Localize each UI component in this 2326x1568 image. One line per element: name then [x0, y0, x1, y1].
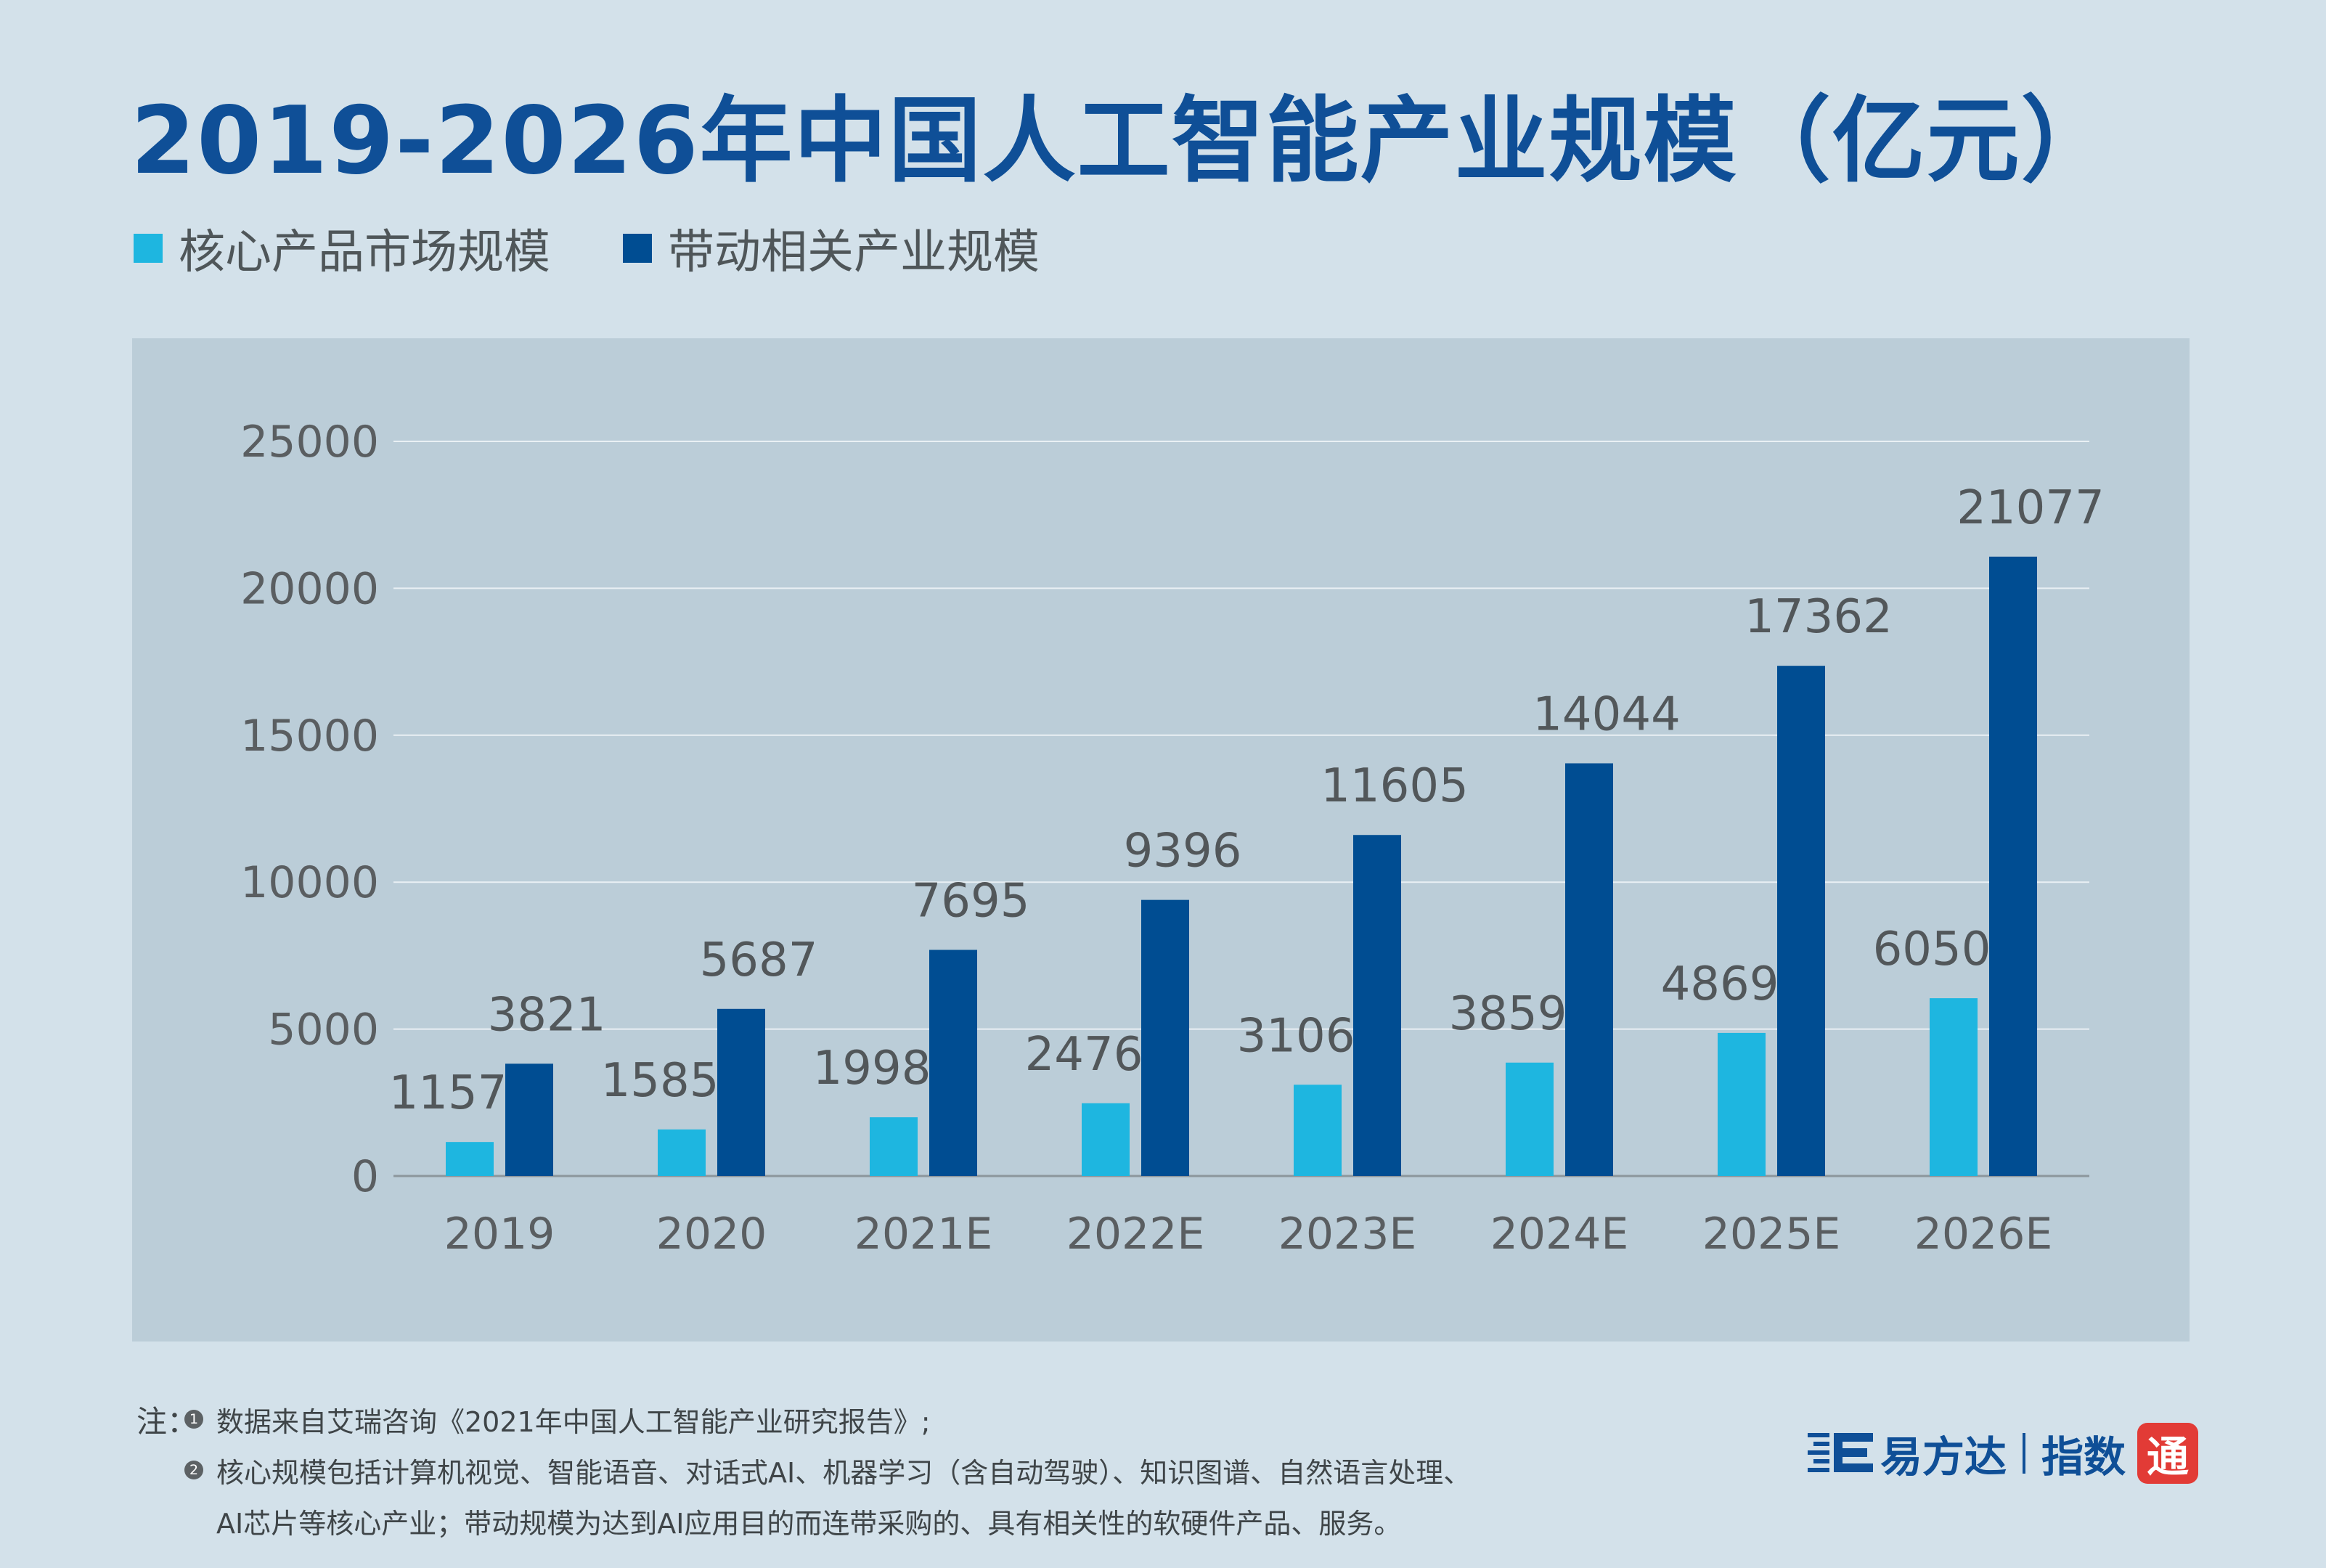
data-label-related: 14044 — [1533, 687, 1681, 741]
brand-name: 易方达 — [1880, 1432, 2007, 1482]
bar-related — [1989, 556, 2037, 1176]
data-label-related: 11605 — [1321, 759, 1469, 813]
data-label-core: 4869 — [1661, 957, 1779, 1011]
note-text-2: 核心规模包括计算机视觉、智能语音、对话式AI、机器学习（含自动驾驶）、知识图谱、… — [216, 1456, 1472, 1489]
data-label-related: 17362 — [1744, 590, 1893, 644]
legend-label-core: 核心产品市场规模 — [179, 226, 550, 279]
data-label-related: 9396 — [1124, 825, 1242, 878]
brand-e-icon — [1808, 1433, 1873, 1472]
brand-separator — [2023, 1433, 2026, 1474]
x-tick-label: 2021E — [854, 1209, 993, 1259]
bar-core — [870, 1117, 918, 1176]
bar-core — [658, 1129, 706, 1176]
bar-related — [505, 1063, 553, 1176]
data-label-related: 3821 — [488, 988, 606, 1042]
y-tick-label: 10000 — [240, 857, 379, 908]
x-tick-label: 2024E — [1490, 1209, 1629, 1259]
legend-item-core: 核心产品市场规模 — [134, 215, 550, 282]
y-tick-label: 0 — [351, 1151, 379, 1202]
bar-related — [1141, 899, 1189, 1176]
data-label-core: 3106 — [1237, 1009, 1355, 1063]
x-tick-label: 2022E — [1066, 1209, 1205, 1259]
legend-label-related: 带动相关产业规模 — [668, 226, 1040, 279]
data-label-related: 5687 — [700, 934, 818, 987]
data-label-core: 6050 — [1873, 923, 1991, 976]
data-label-core: 2476 — [1025, 1028, 1143, 1082]
bar-core — [1506, 1062, 1554, 1176]
note-row-2: 2 核心规模包括计算机视觉、智能语音、对话式AI、机器学习（含自动驾驶）、知识图… — [136, 1445, 1471, 1495]
bar-related — [1353, 835, 1401, 1176]
data-label-core: 1157 — [389, 1066, 507, 1120]
note-number-2: 2 — [184, 1461, 203, 1479]
footnotes: 注： 1 数据来自艾瑞咨询《2021年中国人工智能产业研究报告》; 2 核心规模… — [136, 1394, 1471, 1546]
bar-related — [717, 1008, 765, 1176]
y-tick-label: 25000 — [240, 417, 379, 467]
note-prefix: 注： — [136, 1403, 198, 1440]
bar-core — [1718, 1032, 1766, 1176]
brand-index-label: 指数 — [2041, 1432, 2126, 1482]
x-tick-label: 2020 — [656, 1209, 767, 1259]
data-label-core: 3859 — [1449, 987, 1567, 1041]
bar-core — [446, 1142, 494, 1176]
y-tick-label: 5000 — [268, 1005, 379, 1055]
data-label-core: 1998 — [813, 1042, 931, 1095]
chart-title: 2019-2026年中国人工智能产业规模（亿元） — [131, 87, 2115, 195]
brand-logo: 易方达 指数 通 — [1808, 1423, 2199, 1484]
data-label-related: 21077 — [1956, 481, 2105, 535]
bar-core — [1082, 1103, 1130, 1176]
data-label-core: 1585 — [601, 1054, 719, 1108]
legend-item-related: 带动相关产业规模 — [623, 215, 1040, 282]
bar-related — [1565, 763, 1613, 1176]
bar-core — [1930, 998, 1978, 1176]
brand-seal: 通 — [2137, 1423, 2199, 1484]
bar-core — [1294, 1085, 1342, 1176]
bar-chart: 0 5000 10000 15000 20000 25000 2019 1157 3821 202… — [240, 417, 2105, 1259]
note-row-3: AI芯片等核心产业；带动规模为达到AI应用目的而连带采购的、具有相关性的软硬件产… — [136, 1495, 1471, 1546]
note-text-1: 数据来自艾瑞咨询《2021年中国人工智能产业研究报告》; — [216, 1405, 931, 1438]
data-label-related: 7695 — [912, 875, 1030, 928]
x-tick-label: 2026E — [1914, 1209, 2053, 1259]
y-tick-label: 15000 — [240, 711, 379, 761]
chart-panel: 0 5000 10000 15000 20000 25000 2019 1157 3821 202… — [132, 338, 2190, 1342]
legend-swatch-related — [623, 234, 652, 263]
note-text-continuation: AI芯片等核心产业；带动规模为达到AI应用目的而连带采购的、具有相关性的软硬件产… — [216, 1507, 1402, 1540]
legend-swatch-core — [134, 234, 163, 263]
bar-related — [1777, 666, 1825, 1176]
bar-related — [929, 950, 977, 1176]
legend: 核心产品市场规模 带动相关产业规模 — [134, 215, 1112, 282]
y-tick-label: 20000 — [240, 563, 379, 614]
note-row-1: 注： 1 数据来自艾瑞咨询《2021年中国人工智能产业研究报告》; — [136, 1394, 1471, 1445]
x-tick-label: 2023E — [1278, 1209, 1417, 1259]
x-tick-label: 2019 — [444, 1209, 555, 1259]
note-number-1: 1 — [184, 1410, 203, 1429]
x-tick-label: 2025E — [1702, 1209, 1841, 1259]
